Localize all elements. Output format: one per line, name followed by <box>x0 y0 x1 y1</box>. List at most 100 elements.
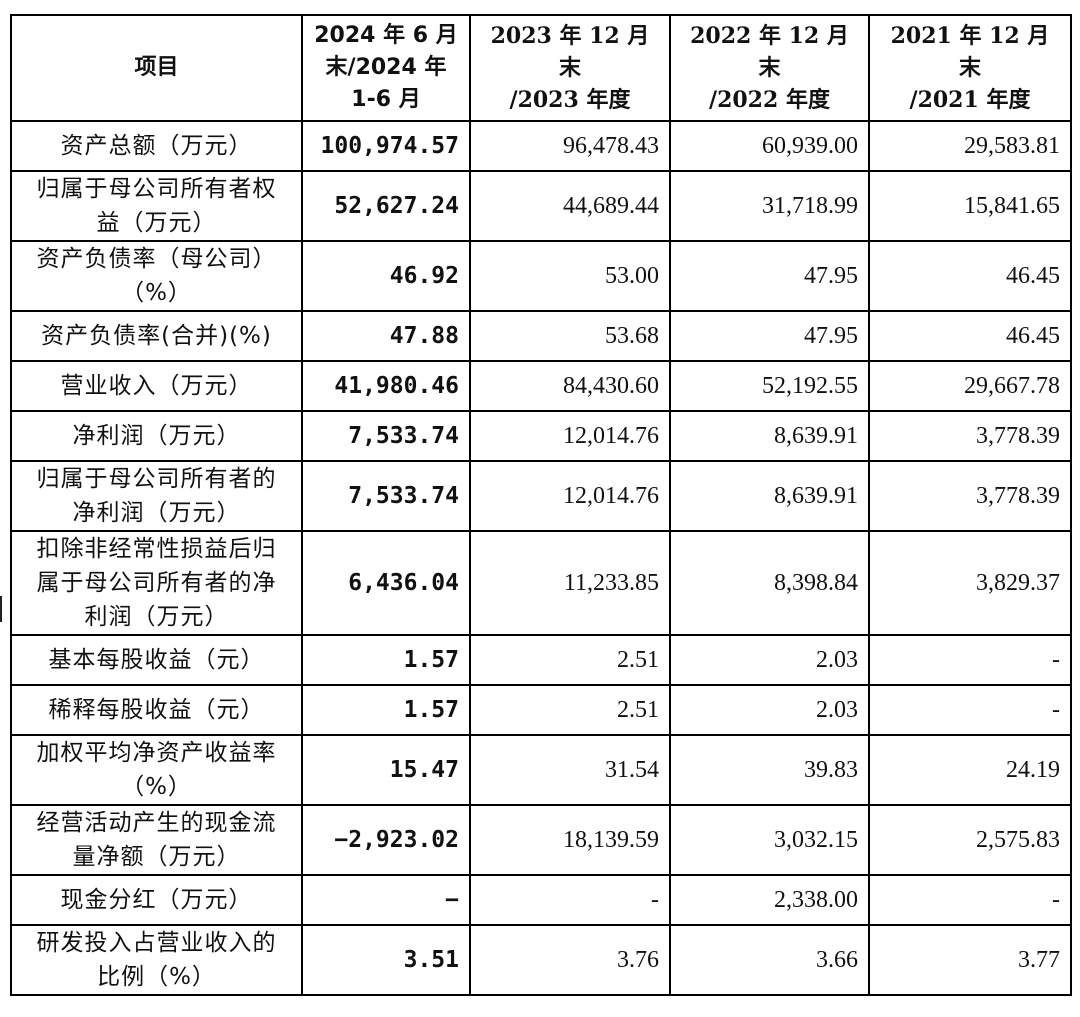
row-label-line: 资产负债率（母公司） <box>36 246 277 272</box>
row-label: 稀释每股收益（元） <box>10 684 303 736</box>
financial-table-container: 项目 2024 年 6 月末/2024 年 1-6 月 2023 年 12 月末 /… <box>10 14 1072 996</box>
cell-2023: 53.00 <box>469 240 671 312</box>
row-label-line: 量净额（万元） <box>72 844 241 870</box>
header-col-2021: 2021 年 12 月末/2021 年度 <box>868 14 1072 122</box>
row-label: 经营活动产生的现金流 量净额（万元） <box>10 804 303 876</box>
cell-2023: 12,014.76 <box>469 460 671 532</box>
cell-2023: 44,689.44 <box>469 170 671 242</box>
row-label: 归属于母公司所有者权 益（万元） <box>10 170 303 242</box>
table-row: 现金分红（万元） − -2,338.00- <box>10 874 1072 926</box>
cell-2021: 3,778.39 <box>868 460 1072 532</box>
cell-2024h1: 6,436.04 <box>301 530 471 636</box>
header-line: /2022 年度 <box>709 87 830 113</box>
table-row: 资产总额（万元） 100,974.57 96,478.43 60,939.00 29,5… <box>10 120 1072 172</box>
header-line: 2024 年 6 月 <box>314 23 458 48</box>
cell-2024h1: − <box>301 874 471 926</box>
cell-2021: - <box>868 634 1072 686</box>
table-row: 归属于母公司所有者的 净利润（万元） 7,533.74 12,014.76 8,639.… <box>10 460 1072 532</box>
header-line: 1-6 月 <box>351 87 421 112</box>
cell-2023: 11,233.85 <box>469 530 671 636</box>
table-row: 经营活动产生的现金流 量净额（万元） −2,923.02 18,139.59 3,032… <box>10 804 1072 876</box>
row-label-line: （%） <box>121 774 192 800</box>
row-label-line: 归属于母公司所有者权 <box>36 176 277 202</box>
cell-2021: - <box>868 684 1072 736</box>
table-row: 研发投入占营业收入的 比例（%） 3.51 3.76 3.66 3.77 <box>10 924 1072 996</box>
truncated-footnote <box>10 996 1070 1017</box>
cell-2024h1: 100,974.57 <box>301 120 471 172</box>
row-label-line: 现金分红（万元） <box>60 887 253 913</box>
row-label-line: 营业收入（万元） <box>60 373 253 399</box>
table-body: 资产总额（万元） 100,974.57 96,478.43 60,939.00 29,5… <box>10 120 1072 996</box>
cell-2023: 31.54 <box>469 734 671 806</box>
row-label: 归属于母公司所有者的 净利润（万元） <box>10 460 303 532</box>
cell-2021: 29,667.78 <box>868 360 1072 412</box>
cell-2021: - <box>868 874 1072 926</box>
row-label: 资产负债率(合并)(%) <box>10 310 303 362</box>
cell-2022: 2,338.00 <box>669 874 870 926</box>
row-label-line: 益（万元） <box>96 210 217 236</box>
cell-2021: 3,829.37 <box>868 530 1072 636</box>
row-label: 加权平均净资产收益率 （%） <box>10 734 303 806</box>
row-label-line: 属于母公司所有者的净 <box>36 570 277 596</box>
cell-2024h1: 47.88 <box>301 310 471 362</box>
table-row: 资产负债率(合并)(%) 47.88 53.68 47.95 46.45 <box>10 310 1072 362</box>
table-row: 归属于母公司所有者权 益（万元） 52,627.24 44,689.44 31,718.… <box>10 170 1072 242</box>
cell-2024h1: −2,923.02 <box>301 804 471 876</box>
header-line: /2021 年度 <box>909 87 1031 113</box>
header-line: 末/2024 年 <box>325 55 447 80</box>
cell-2024h1: 7,533.74 <box>301 460 471 532</box>
header-line: 2023 年 12 月末 <box>490 23 650 81</box>
row-label-line: 加权平均净资产收益率 <box>36 740 277 766</box>
cell-2022: 2.03 <box>669 684 870 736</box>
cell-2022: 8,398.84 <box>669 530 870 636</box>
cell-2022: 3.66 <box>669 924 870 996</box>
row-label: 净利润（万元） <box>10 410 303 462</box>
cell-2024h1: 15.47 <box>301 734 471 806</box>
cell-2023: 2.51 <box>469 634 671 686</box>
row-label-line: 归属于母公司所有者的 <box>36 466 277 492</box>
cell-2022: 3,032.15 <box>669 804 870 876</box>
row-label: 资产负债率（母公司） （%） <box>10 240 303 312</box>
cell-2021: 46.45 <box>868 240 1072 312</box>
cell-2022: 52,192.55 <box>669 360 870 412</box>
row-label-line: 研发投入占营业收入的 <box>36 930 277 956</box>
cell-2021: 3,778.39 <box>868 410 1072 462</box>
cell-2023: 12,014.76 <box>469 410 671 462</box>
header-line: 2021 年 12 月末 <box>890 23 1050 81</box>
cell-2024h1: 1.57 <box>301 634 471 686</box>
cell-2023: 84,430.60 <box>469 360 671 412</box>
header-col-2022: 2022 年 12 月末/2022 年度 <box>669 14 870 122</box>
cell-2024h1: 3.51 <box>301 924 471 996</box>
row-label-line: （%） <box>121 280 192 306</box>
cell-2024h1: 46.92 <box>301 240 471 312</box>
cell-2023: 18,139.59 <box>469 804 671 876</box>
row-label: 资产总额（万元） <box>10 120 303 172</box>
cell-2023: 96,478.43 <box>469 120 671 172</box>
row-label: 营业收入（万元） <box>10 360 303 412</box>
row-label: 研发投入占营业收入的 比例（%） <box>10 924 303 996</box>
table-row: 加权平均净资产收益率 （%） 15.47 31.54 39.83 24.19 <box>10 734 1072 806</box>
table-header-row: 项目 2024 年 6 月末/2024 年 1-6 月 2023 年 12 月末 /… <box>10 14 1072 122</box>
row-label-line: 资产负债率(合并)(%) <box>41 323 272 349</box>
cell-2021: 24.19 <box>868 734 1072 806</box>
row-label-line: 净利润（万元） <box>72 423 241 449</box>
row-label-line: 扣除非经常性损益后归 <box>36 536 277 562</box>
cell-2023: 3.76 <box>469 924 671 996</box>
cell-2021: 46.45 <box>868 310 1072 362</box>
cell-2024h1: 41,980.46 <box>301 360 471 412</box>
row-label: 扣除非经常性损益后归 属于母公司所有者的净 利润（万元） <box>10 530 303 636</box>
cell-2021: 3.77 <box>868 924 1072 996</box>
cell-2021: 15,841.65 <box>868 170 1072 242</box>
cell-2024h1: 7,533.74 <box>301 410 471 462</box>
cell-2022: 31,718.99 <box>669 170 870 242</box>
table-row: 稀释每股收益（元） 1.57 2.51 2.03- <box>10 684 1072 736</box>
row-label-line: 资产总额（万元） <box>60 133 253 159</box>
cell-2022: 39.83 <box>669 734 870 806</box>
row-label: 基本每股收益（元） <box>10 634 303 686</box>
header-line: /2023 年度 <box>509 87 631 113</box>
row-label-line: 基本每股收益（元） <box>48 647 265 673</box>
header-item: 项目 <box>10 14 303 122</box>
cell-2022: 2.03 <box>669 634 870 686</box>
header-col-2024h1: 2024 年 6 月末/2024 年 1-6 月 <box>301 14 471 122</box>
cell-2022: 47.95 <box>669 240 870 312</box>
